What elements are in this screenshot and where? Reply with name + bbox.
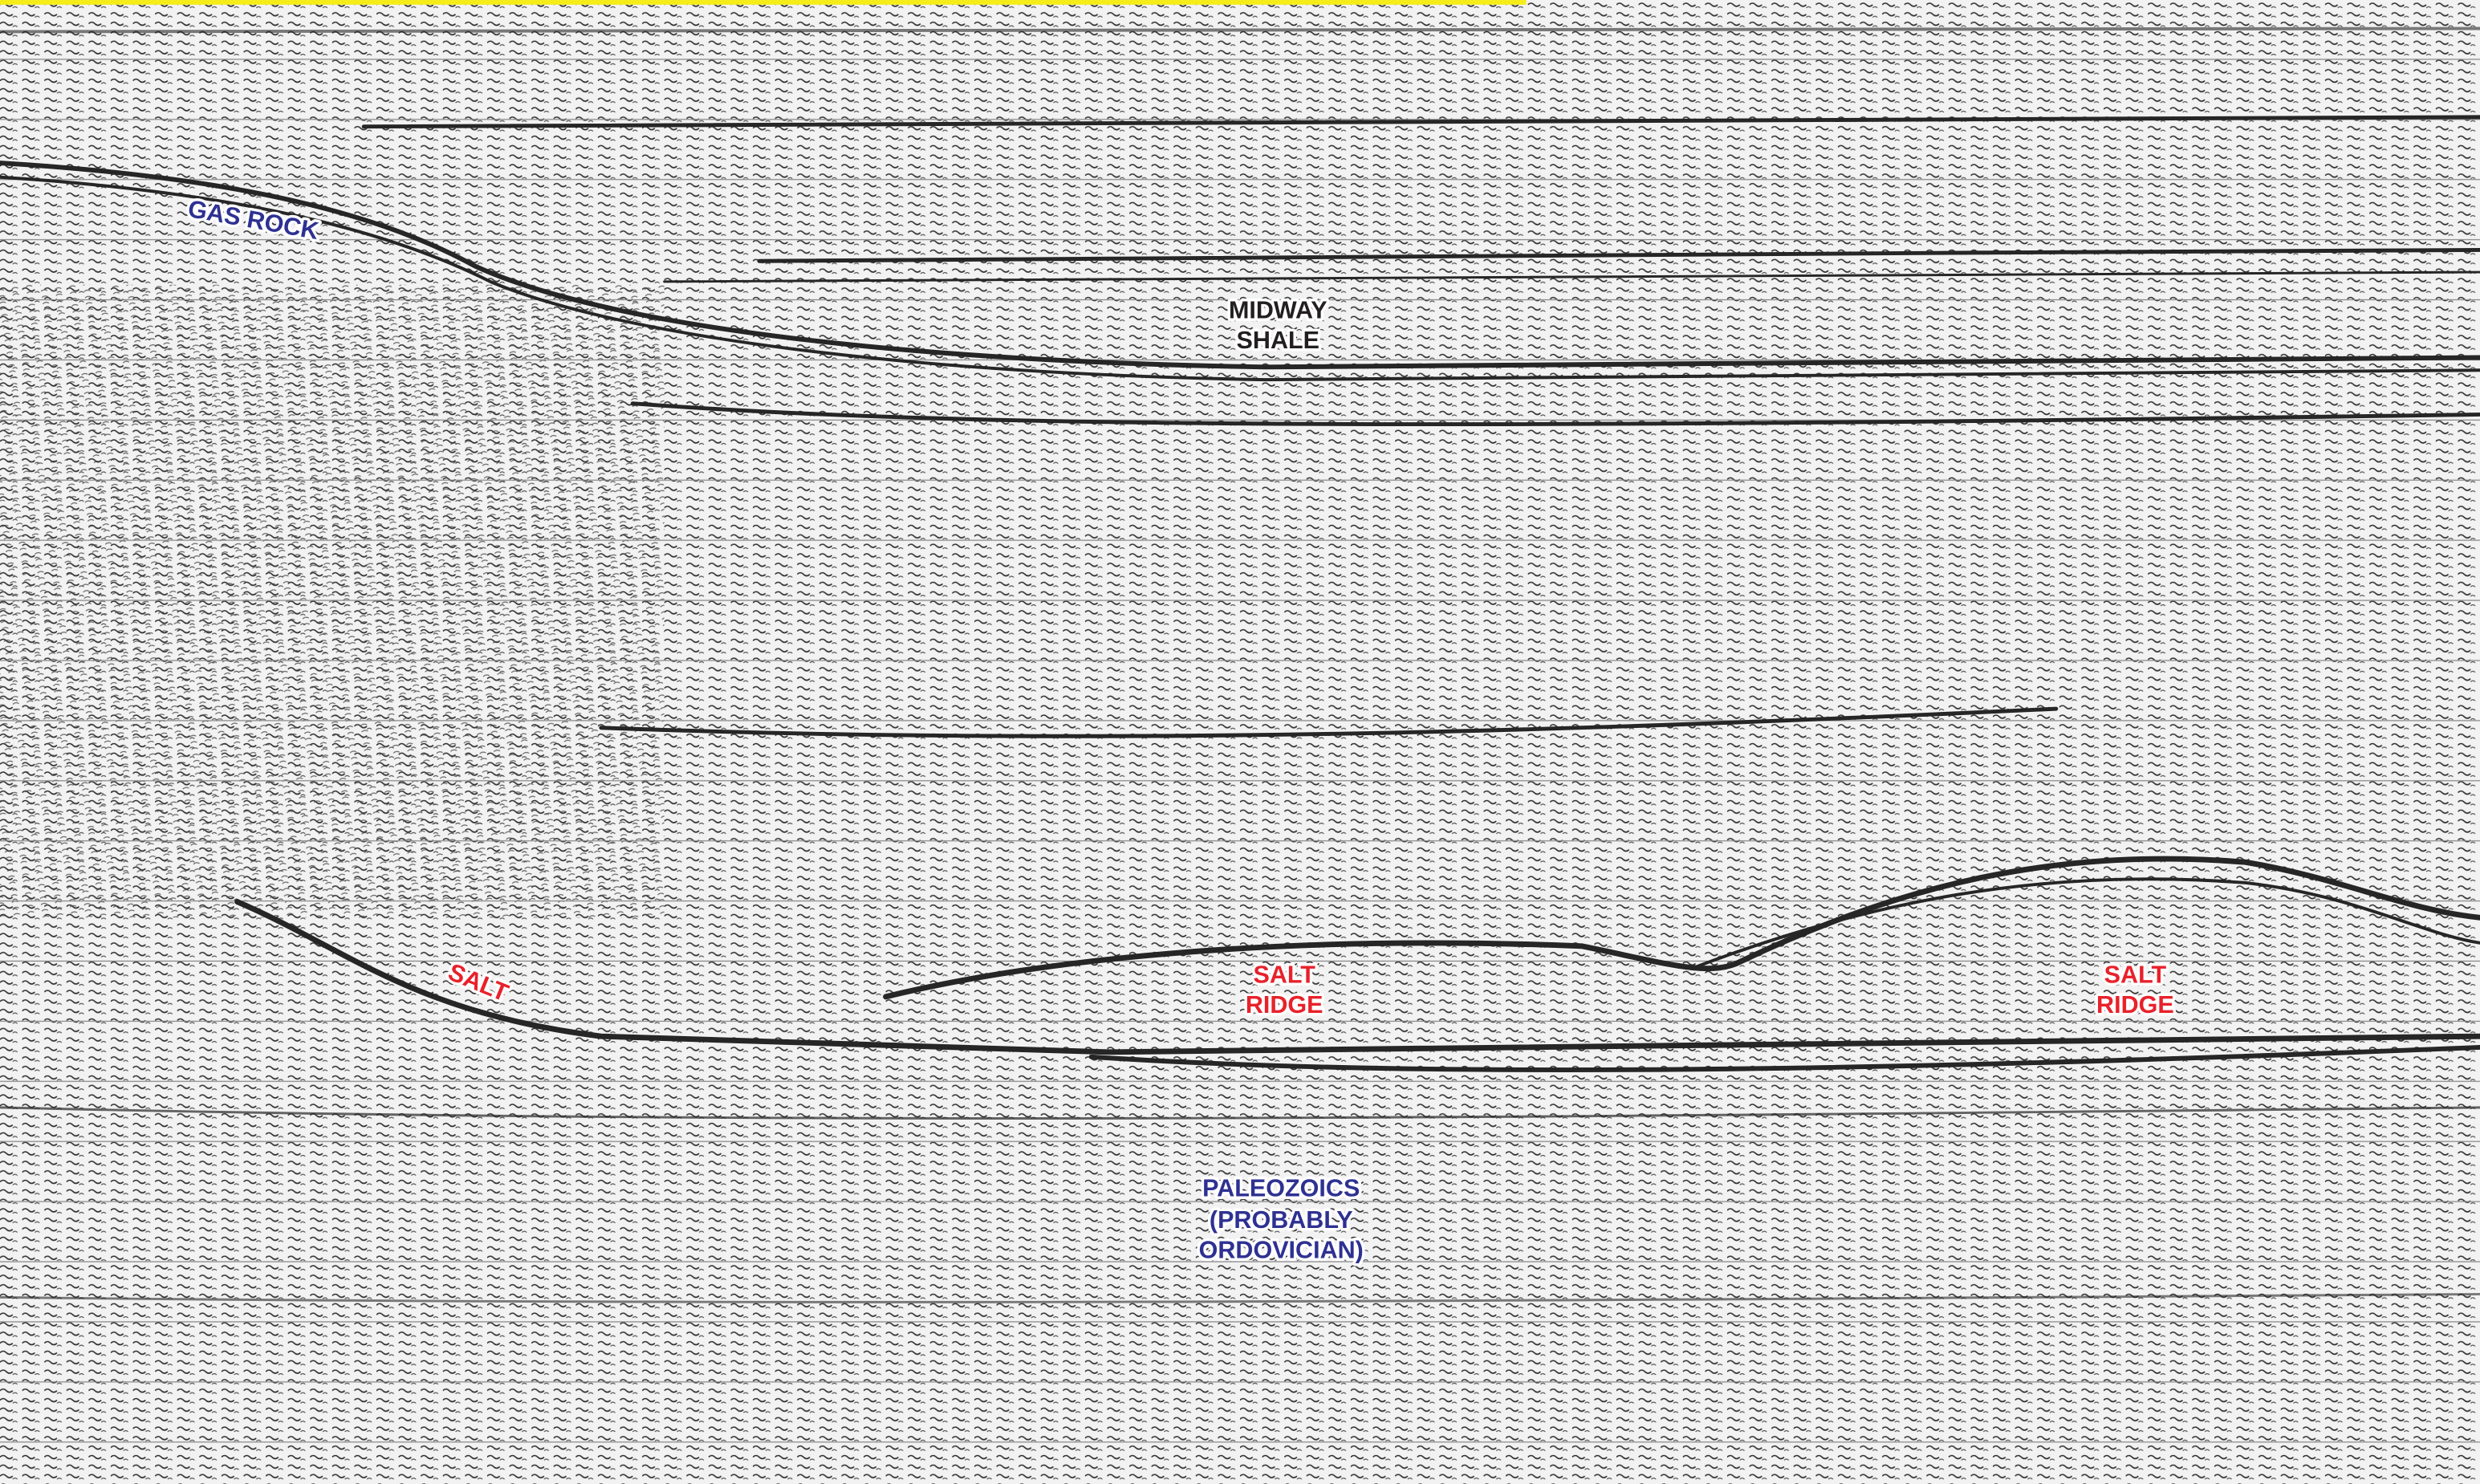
annotation: SALT xyxy=(1253,961,1315,988)
annotation: SHALE xyxy=(1237,327,1319,354)
reflectors xyxy=(0,26,2480,1303)
annotation: RIDGE xyxy=(2096,991,2174,1018)
annotation: ORDOVICIAN) xyxy=(1199,1236,1364,1263)
annotation: (PROBABLY xyxy=(1210,1206,1353,1234)
annotation: PALEOZOICS xyxy=(1202,1174,1360,1201)
annotation: SALT xyxy=(2104,961,2167,988)
top-marker xyxy=(0,0,1527,5)
annotation: RIDGE xyxy=(1246,991,1323,1018)
annotation: MIDWAY xyxy=(1229,296,1327,323)
